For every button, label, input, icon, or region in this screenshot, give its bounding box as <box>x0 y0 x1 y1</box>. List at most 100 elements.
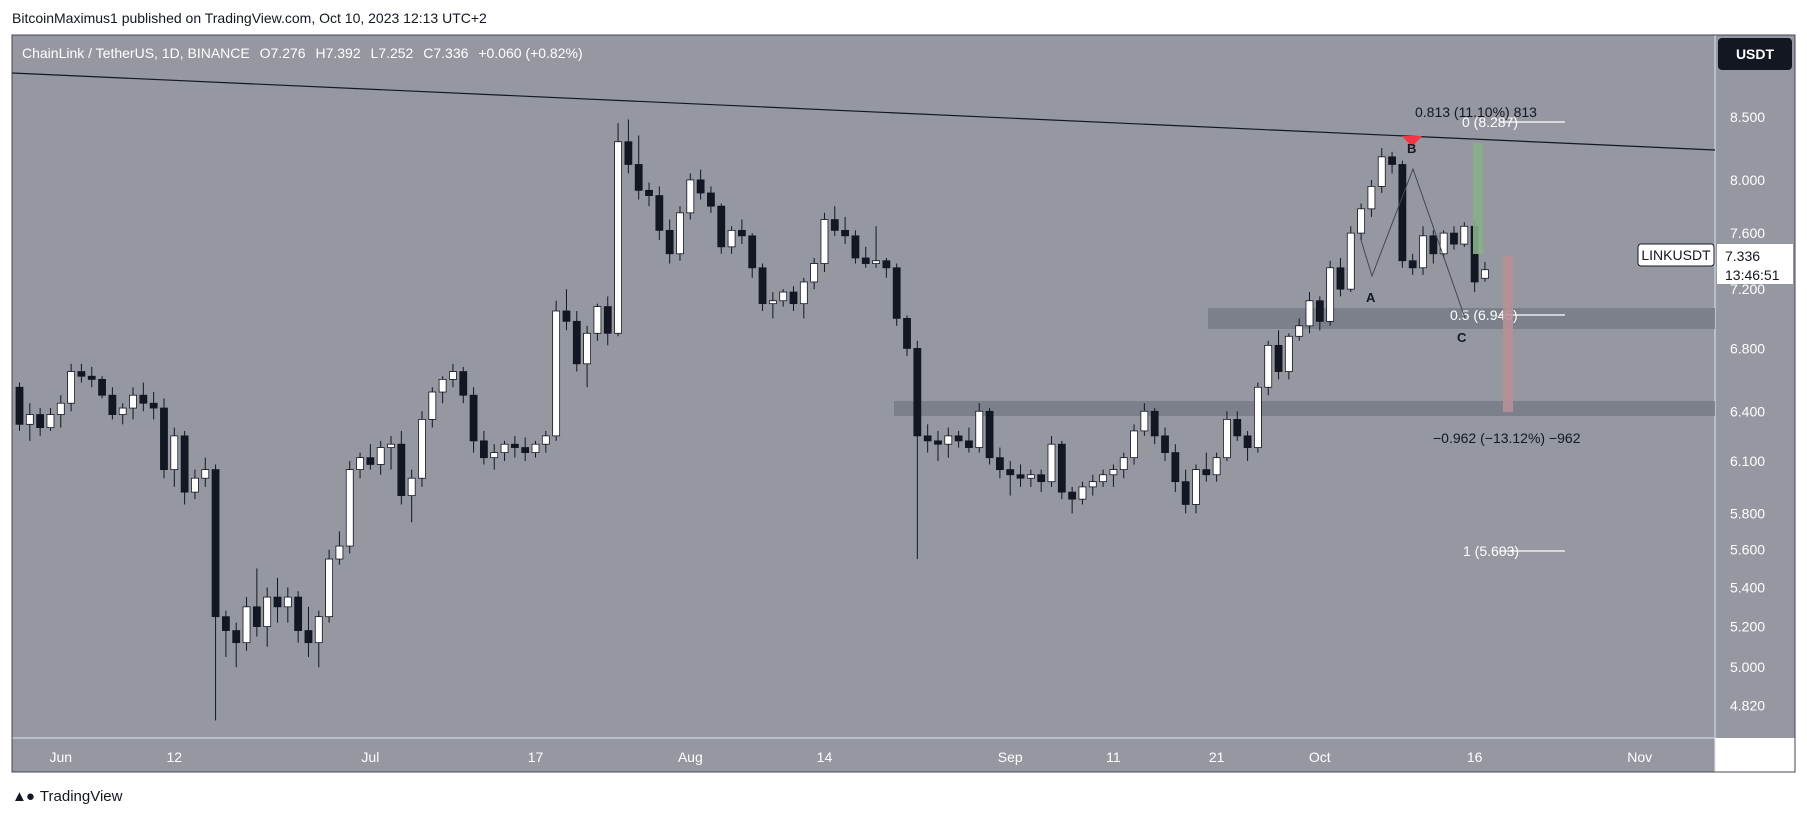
price-tick-label: 7.600 <box>1730 225 1765 241</box>
candle <box>1295 318 1304 341</box>
price-axis[interactable] <box>1715 35 1795 738</box>
descending-resistance-line[interactable] <box>11 72 1716 151</box>
candle <box>686 173 695 220</box>
candle-body-up <box>975 410 984 448</box>
candle-body-down <box>1243 435 1252 448</box>
candle-body-down <box>841 229 849 237</box>
fib-label-0-5: 0.5 (6.945) <box>1450 307 1518 323</box>
candle-body-up <box>1460 225 1469 245</box>
candle-body-up <box>779 291 788 302</box>
candle <box>1026 469 1035 487</box>
candle <box>397 430 406 505</box>
candle-body-down <box>139 394 148 404</box>
candle-body-down <box>98 378 106 396</box>
candle-body-down <box>232 630 241 644</box>
candle <box>221 610 230 657</box>
candle <box>170 427 179 487</box>
candle-body-up <box>1481 269 1489 279</box>
candle <box>541 430 550 453</box>
candle <box>428 387 437 428</box>
candle-body-up <box>1295 325 1304 337</box>
candle-body-up <box>356 457 364 470</box>
candle <box>356 452 364 479</box>
candle <box>180 430 189 505</box>
price-tag-value: 7.336 <box>1725 248 1760 264</box>
candle <box>1336 257 1345 297</box>
currency-button[interactable]: USDT <box>1718 38 1792 70</box>
tradingview-brand-text: TradingView <box>39 788 123 805</box>
candle <box>738 219 746 245</box>
candle <box>1388 151 1396 174</box>
candle-body-down <box>1315 300 1324 322</box>
candle <box>1326 260 1335 326</box>
candle <box>232 622 241 668</box>
time-tick-label: Nov <box>1627 749 1652 765</box>
candle <box>1078 481 1087 505</box>
candle <box>418 411 426 487</box>
candle <box>139 382 148 412</box>
tradingview-logo[interactable]: ▲● TradingView <box>12 788 122 805</box>
candle <box>1037 469 1046 493</box>
candle-body-down <box>954 435 963 442</box>
candle <box>1450 226 1458 250</box>
fib-label-1: 1 (5.603) <box>1463 543 1519 559</box>
candle-body-down <box>36 414 45 429</box>
candle-body-down <box>1068 491 1077 500</box>
candle-body-up <box>67 371 75 404</box>
candle-body-down <box>1274 344 1283 372</box>
candle <box>572 310 581 372</box>
candle <box>789 286 798 311</box>
candle <box>1274 330 1283 380</box>
candle <box>1377 148 1386 193</box>
candle <box>201 457 210 487</box>
candle <box>1099 469 1107 487</box>
candle-body-up <box>56 402 65 415</box>
candle-body-up <box>820 219 829 264</box>
candle-body-down <box>1037 474 1046 483</box>
candle-body-up <box>552 310 561 437</box>
legend-high-label: H <box>315 45 325 61</box>
candle-body-up <box>1377 156 1386 187</box>
candle-body-down <box>1202 469 1211 476</box>
candle-body-up <box>325 558 334 618</box>
candle <box>872 226 880 268</box>
price-tick-label: 4.820 <box>1730 697 1765 713</box>
price-tick-label: 5.600 <box>1730 542 1765 558</box>
candle <box>459 366 468 404</box>
candle-body-down <box>789 291 798 305</box>
currency-button-label[interactable]: USDT <box>1736 46 1775 62</box>
candle-body-down <box>1408 260 1417 269</box>
candle-body-up <box>438 378 447 393</box>
candle <box>1192 464 1200 514</box>
candlestick-series <box>15 119 1489 721</box>
currency-button-bg[interactable] <box>1718 38 1792 70</box>
candle <box>366 444 375 470</box>
candle <box>490 444 499 470</box>
time-axis[interactable] <box>12 738 1715 772</box>
candle-body-down <box>1450 232 1458 245</box>
candle-body-down <box>180 435 189 493</box>
candle-body-up <box>490 452 499 459</box>
legend-symbol: ChainLink / TetherUS, 1D, BINANCE <box>22 45 250 61</box>
candle-body-up <box>1223 419 1231 459</box>
time-tick-label: 21 <box>1209 749 1225 765</box>
candle <box>325 549 334 623</box>
time-tick-label: Oct <box>1309 749 1331 765</box>
candle <box>1130 424 1138 465</box>
price-tick-label: 6.400 <box>1730 403 1765 419</box>
measure-down-bar <box>1503 256 1513 412</box>
measure-tools: 0.813 (11.10%) 813 −0.962 (−13.12%) −962 <box>1415 104 1581 446</box>
candle-body-up <box>1439 232 1448 255</box>
candle-body-down <box>830 219 839 231</box>
candle-body-up <box>676 212 684 255</box>
tradingview-logo-icon: ▲● <box>12 788 35 805</box>
legend-open-value: 7.276 <box>271 45 306 61</box>
time-axis-ticks: Jun 12 Jul 17 Aug 14 Sep 11 21 Oct 16 Nov <box>49 749 1652 765</box>
fib-levels: 0 (8.287) 0.5 (6.945) 1 (5.603) <box>1450 114 1565 559</box>
abc-pattern: B A C <box>1360 136 1467 345</box>
candle-body-up <box>449 371 457 380</box>
candle-body-up <box>345 469 354 547</box>
candle <box>438 376 447 404</box>
candle-body-up <box>1254 386 1262 448</box>
